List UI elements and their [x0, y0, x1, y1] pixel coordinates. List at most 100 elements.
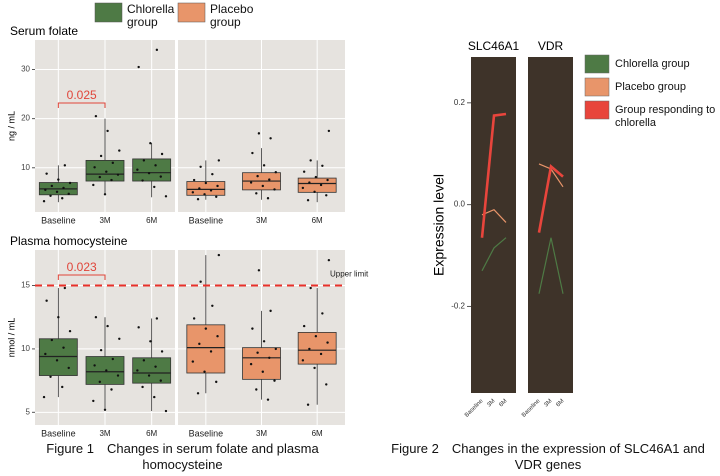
data-point — [116, 173, 120, 176]
data-point — [99, 154, 103, 158]
data-point — [67, 192, 70, 196]
data-point — [215, 380, 218, 384]
data-point — [196, 392, 200, 395]
data-point — [302, 324, 306, 328]
data-point — [55, 359, 59, 362]
data-point — [192, 178, 196, 182]
x-tick-label: 3M — [256, 429, 267, 438]
data-point — [192, 317, 196, 320]
data-point — [273, 188, 276, 191]
data-point — [105, 369, 108, 372]
data-point — [136, 168, 139, 171]
data-point — [142, 159, 146, 162]
box — [297, 177, 337, 193]
data-point — [309, 286, 312, 290]
data-point — [159, 175, 162, 178]
data-point — [154, 164, 157, 167]
box — [242, 347, 281, 380]
data-point — [216, 184, 219, 188]
data-point — [49, 375, 52, 379]
x-tick-label: 6M — [312, 429, 323, 438]
data-point — [68, 329, 72, 333]
data-point — [216, 335, 219, 338]
data-point — [93, 364, 96, 367]
data-point — [94, 316, 98, 319]
y-axis-label: Expression level — [431, 174, 447, 276]
data-point — [251, 151, 254, 155]
data-point — [118, 149, 121, 152]
panel-background — [471, 57, 516, 393]
data-point — [211, 304, 214, 307]
data-point — [61, 385, 64, 389]
legend-swatch — [584, 100, 610, 120]
data-point — [321, 312, 324, 315]
data-point — [92, 183, 95, 187]
data-point — [103, 193, 107, 196]
data-point — [106, 324, 109, 328]
x-tick-label: 3M — [99, 429, 110, 438]
legend-label: Chlorella group — [127, 2, 175, 29]
x-tick-label: Baseline — [41, 215, 76, 225]
data-point — [147, 171, 151, 175]
p-value: 0.025 — [67, 88, 97, 102]
box — [38, 338, 78, 376]
data-point — [261, 370, 264, 373]
x-tick-label: Baseline — [464, 398, 485, 419]
data-point — [274, 170, 277, 174]
data-point — [110, 388, 113, 391]
x-tick-label: 3M — [486, 398, 496, 408]
legend-label: Placebo group — [210, 2, 254, 29]
data-point — [327, 129, 331, 133]
legend-swatch — [584, 54, 610, 74]
data-point — [142, 359, 146, 362]
data-point — [153, 395, 156, 399]
data-point — [159, 379, 162, 382]
data-point — [256, 174, 259, 178]
box — [85, 159, 125, 182]
data-point — [308, 181, 311, 184]
data-point — [309, 159, 312, 162]
data-point — [203, 370, 206, 373]
data-point — [313, 190, 316, 194]
data-point — [63, 286, 67, 290]
data-point — [61, 197, 64, 200]
x-tick-label: 6M — [498, 398, 508, 408]
data-point — [50, 184, 54, 188]
data-point — [302, 170, 306, 173]
y-axis-label: ng / mL — [6, 111, 16, 141]
data-point — [160, 350, 164, 353]
data-point — [68, 181, 72, 185]
data-point — [147, 374, 151, 377]
data-point — [67, 366, 70, 370]
x-tick-label: Baseline — [41, 428, 76, 438]
data-point — [209, 350, 213, 353]
data-point — [57, 316, 60, 319]
data-point — [191, 360, 195, 363]
data-point — [262, 164, 266, 167]
data-point — [326, 178, 329, 182]
data-point — [98, 380, 102, 384]
data-point — [141, 179, 144, 182]
data-point — [153, 185, 156, 189]
y-tick-label: 15 — [21, 281, 30, 290]
legend-label: Group responding to chlorella — [615, 104, 716, 129]
significance-bracket — [57, 102, 106, 108]
data-point — [42, 199, 46, 203]
data-point — [118, 337, 121, 340]
data-point — [92, 399, 95, 403]
data-point — [255, 388, 258, 391]
data-point — [249, 362, 253, 366]
p-value: 0.023 — [67, 260, 97, 274]
data-point — [137, 326, 140, 329]
series-line — [537, 164, 564, 233]
series-line — [480, 112, 507, 238]
data-point — [306, 199, 310, 202]
panel-title: VDR — [538, 39, 564, 53]
x-tick-label: 3M — [256, 216, 267, 225]
data-point — [251, 327, 254, 330]
data-point — [249, 181, 253, 184]
significance-bracket — [57, 274, 106, 280]
y-tick-label: 20 — [21, 114, 30, 123]
x-tick-label: Baseline — [521, 398, 542, 419]
